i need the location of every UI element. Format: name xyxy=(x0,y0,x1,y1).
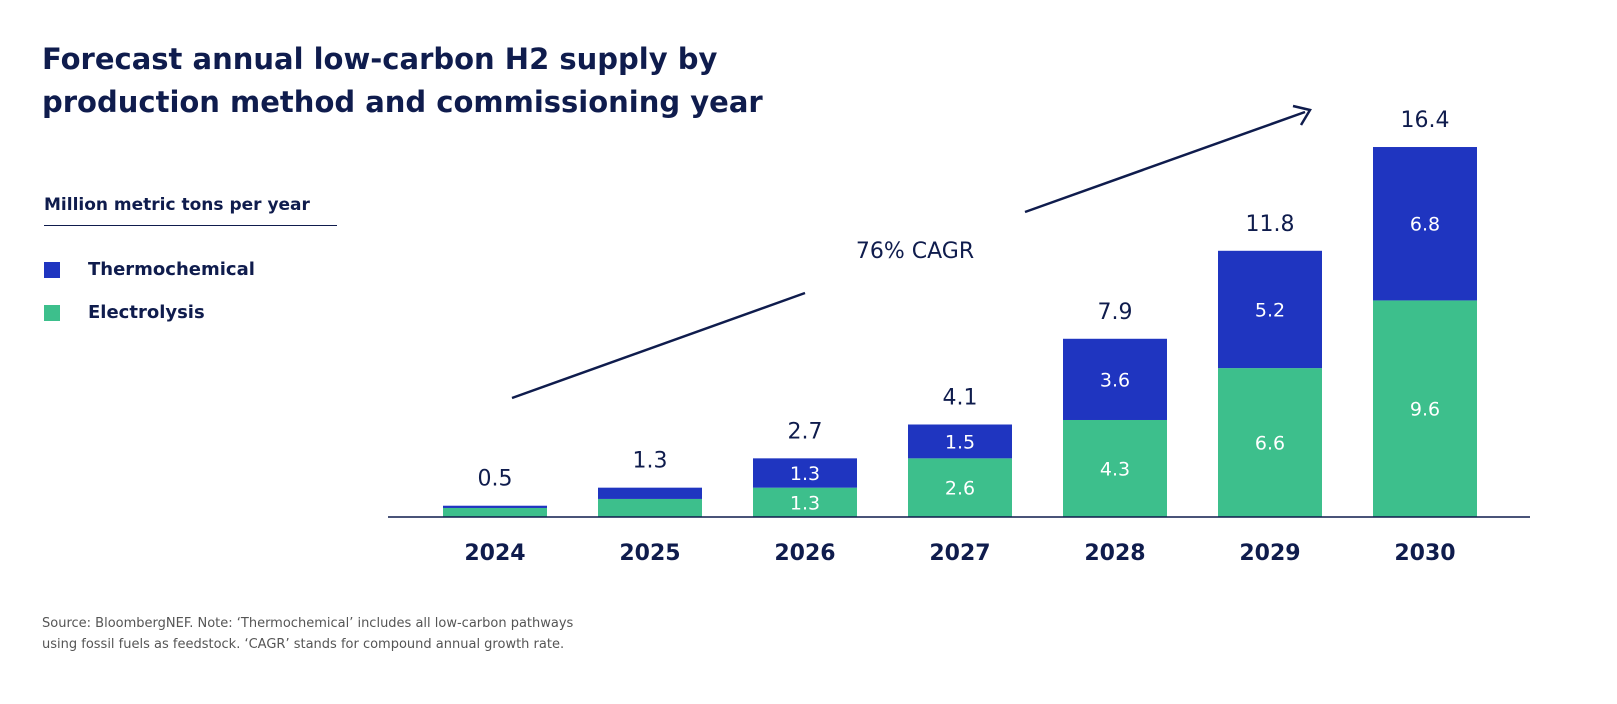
total-label: 7.9 xyxy=(1098,300,1133,325)
data-label: 4.3 xyxy=(1100,458,1130,480)
legend-swatch xyxy=(44,261,60,278)
data-label: 1.3 xyxy=(790,492,820,514)
x-tick-label: 2024 xyxy=(464,541,525,566)
x-tick-label: 2030 xyxy=(1394,541,1455,566)
bar-thermochemical-2024 xyxy=(443,505,547,508)
bar-electrolysis-2024 xyxy=(443,507,547,517)
bar-electrolysis-2025 xyxy=(598,498,702,517)
total-label: 1.3 xyxy=(633,449,668,474)
data-label: 5.2 xyxy=(1255,299,1285,321)
bar-electrolysis-2030 xyxy=(1373,300,1477,517)
bar-thermochemical-2030 xyxy=(1373,147,1477,301)
arrowhead-icon xyxy=(1292,104,1312,126)
bar-electrolysis-2029 xyxy=(1218,368,1322,517)
bar-thermochemical-2028 xyxy=(1063,338,1167,420)
total-label: 0.5 xyxy=(478,467,513,492)
total-label: 11.8 xyxy=(1246,212,1295,237)
data-label: 1.5 xyxy=(945,431,975,453)
data-label: 3.6 xyxy=(1100,369,1130,391)
total-label: 2.7 xyxy=(788,419,823,444)
total-label: 4.1 xyxy=(943,386,978,411)
x-tick-label: 2027 xyxy=(929,541,990,566)
data-label: 2.6 xyxy=(945,478,975,500)
legend-label: Thermochemical xyxy=(88,259,255,280)
x-tick-label: 2029 xyxy=(1239,541,1300,566)
bar-electrolysis-2027 xyxy=(908,458,1012,517)
note-line: Source: BloombergNEF. Note: ‘Thermochemi… xyxy=(42,616,574,631)
legend-thermochemical: Thermochemical xyxy=(44,259,255,280)
data-label: 6.6 xyxy=(1255,433,1285,455)
bar-thermochemical-2027 xyxy=(908,424,1012,459)
bar-thermochemical-2026 xyxy=(753,458,857,488)
legend-electrolysis: Electrolysis xyxy=(44,302,205,323)
chart-title: Forecast annual low-carbon H2 supply by … xyxy=(42,42,763,119)
source-note: Source: BloombergNEF. Note: ‘Thermochemi… xyxy=(42,613,573,655)
note-line: using fossil fuels as feedstock. ‘CAGR’ … xyxy=(42,637,565,652)
x-tick-label: 2025 xyxy=(619,541,680,566)
bar-electrolysis-2028 xyxy=(1063,419,1167,517)
data-label: 6.8 xyxy=(1410,214,1440,236)
cagr-line xyxy=(511,291,806,400)
x-tick-label: 2026 xyxy=(774,541,835,566)
legend-label: Electrolysis xyxy=(88,302,205,323)
data-label: 9.6 xyxy=(1410,399,1440,421)
unit-label: Million metric tons per year xyxy=(44,195,337,226)
data-label: 1.3 xyxy=(790,463,820,485)
total-label: 16.4 xyxy=(1401,108,1450,133)
bar-thermochemical-2029 xyxy=(1218,250,1322,369)
cagr-arrow xyxy=(1024,110,1306,214)
legend-swatch xyxy=(44,304,60,321)
x-tick-label: 2028 xyxy=(1084,541,1145,566)
bar-electrolysis-2026 xyxy=(753,487,857,517)
bar-thermochemical-2025 xyxy=(598,487,702,499)
cagr-annotation: 76% CAGR xyxy=(856,239,974,264)
